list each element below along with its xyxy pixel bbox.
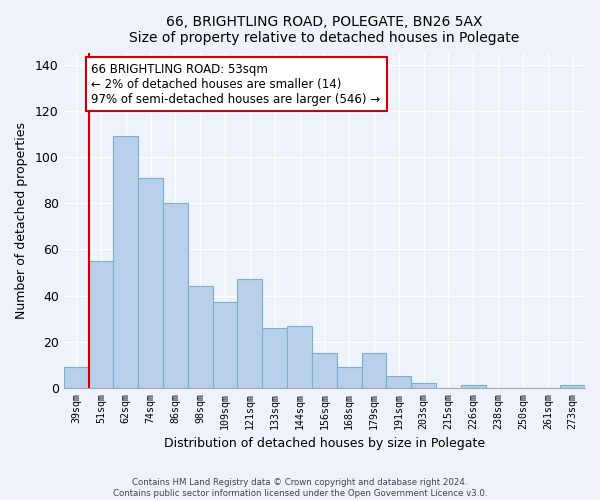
- Bar: [238, 280, 262, 388]
- X-axis label: Distribution of detached houses by size in Polegate: Distribution of detached houses by size …: [164, 437, 485, 450]
- Bar: [386, 376, 411, 388]
- Bar: [362, 353, 386, 388]
- Bar: [64, 367, 89, 388]
- Bar: [337, 367, 362, 388]
- Text: Contains HM Land Registry data © Crown copyright and database right 2024.
Contai: Contains HM Land Registry data © Crown c…: [113, 478, 487, 498]
- Bar: [312, 353, 337, 388]
- Bar: [287, 326, 312, 388]
- Title: 66, BRIGHTLING ROAD, POLEGATE, BN26 5AX
Size of property relative to detached ho: 66, BRIGHTLING ROAD, POLEGATE, BN26 5AX …: [129, 15, 520, 45]
- Bar: [262, 328, 287, 388]
- Bar: [411, 383, 436, 388]
- Bar: [163, 204, 188, 388]
- Bar: [212, 302, 238, 388]
- Bar: [188, 286, 212, 388]
- Bar: [461, 386, 486, 388]
- Bar: [560, 386, 585, 388]
- Bar: [138, 178, 163, 388]
- Bar: [113, 136, 138, 388]
- Text: 66 BRIGHTLING ROAD: 53sqm
← 2% of detached houses are smaller (14)
97% of semi-d: 66 BRIGHTLING ROAD: 53sqm ← 2% of detach…: [91, 62, 380, 106]
- Y-axis label: Number of detached properties: Number of detached properties: [15, 122, 28, 319]
- Bar: [89, 261, 113, 388]
